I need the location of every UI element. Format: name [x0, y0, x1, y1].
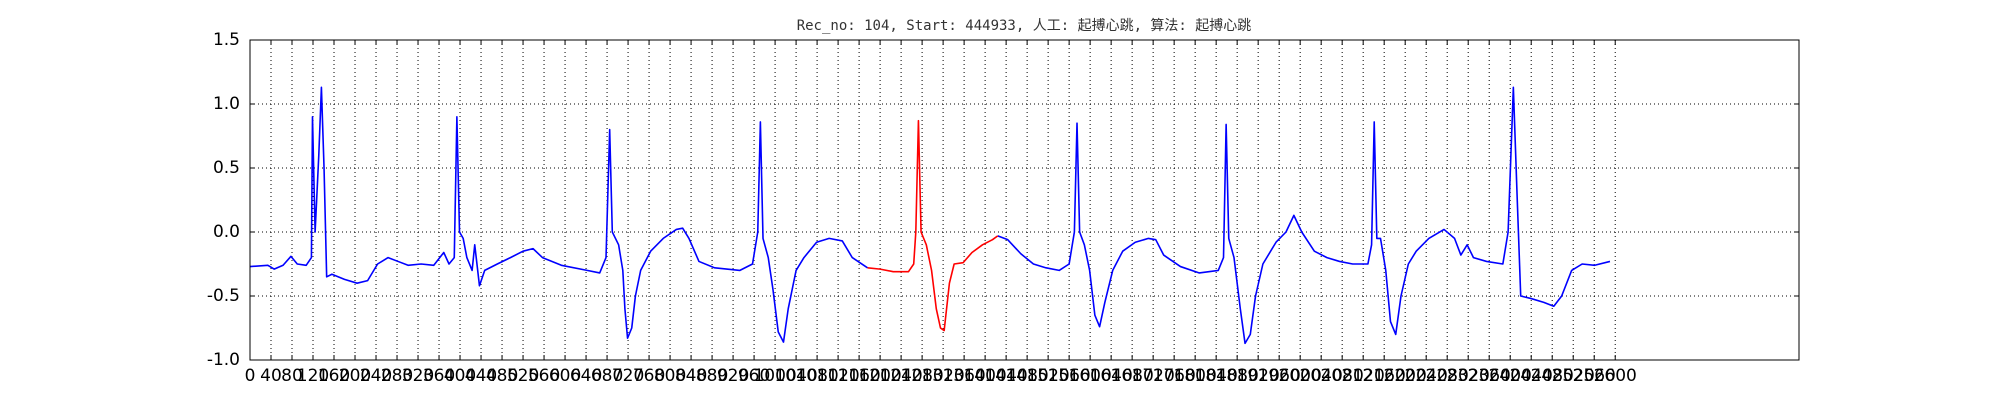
x-tick-label: 1960 — [1258, 366, 1301, 386]
x-tick-label: 1320 — [921, 366, 964, 386]
x-tick-label: 2240 — [1405, 366, 1448, 386]
x-tick-label: 1600 — [1069, 366, 1112, 386]
x-tick-label: 1480 — [1005, 366, 1048, 386]
x-tick-label: 680 — [591, 366, 623, 386]
x-tick-label: 160 — [318, 366, 350, 386]
x-tick-label: 600 — [549, 366, 581, 386]
x-tick-label: 0 — [245, 366, 256, 386]
x-tick-label: 1000 — [753, 366, 796, 386]
x-tick-label: 1800 — [1174, 366, 1217, 386]
x-tick-label: 240 — [360, 366, 392, 386]
x-tick-label: 2360 — [1468, 366, 1511, 386]
x-tick-label: 1880 — [1216, 366, 1259, 386]
x-tick-label: 2040 — [1300, 366, 1343, 386]
x-tick-label: 2120 — [1342, 366, 1385, 386]
y-tick-label: -0.5 — [207, 286, 240, 306]
x-tick-label: 200 — [339, 366, 371, 386]
y-tick-label: 1.0 — [213, 94, 240, 114]
x-tick-label: 2600 — [1594, 366, 1637, 386]
x-tick-label: 2000 — [1279, 366, 1322, 386]
x-tick-label: 360 — [423, 366, 455, 386]
x-tick-label: 80 — [281, 366, 303, 386]
x-tick-label: 1840 — [1195, 366, 1238, 386]
y-tick-label: 1.5 — [213, 30, 240, 50]
x-tick-label: 920 — [717, 366, 749, 386]
x-tick-label: 880 — [696, 366, 728, 386]
x-tick-label: 1680 — [1111, 366, 1154, 386]
x-tick-label: 2160 — [1363, 366, 1406, 386]
x-tick-label: 1080 — [795, 366, 838, 386]
x-tick-label: 1400 — [963, 366, 1006, 386]
x-tick-label: 960 — [738, 366, 770, 386]
x-tick-label: 1520 — [1026, 366, 1069, 386]
x-tick-label: 1240 — [879, 366, 922, 386]
x-tick-label: 2320 — [1447, 366, 1490, 386]
y-tick-label: -1.0 — [207, 350, 240, 370]
ecg-line — [867, 119, 999, 332]
plot-frame — [249, 39, 1800, 361]
chart-title: Rec_no: 104, Start: 444933, 人工: 起搏心跳, 算法… — [797, 17, 1252, 34]
x-tick-label: 2520 — [1552, 366, 1595, 386]
x-tick-label: 40 — [260, 366, 282, 386]
x-tick-label: 640 — [570, 366, 602, 386]
x-tick-label: 2080 — [1321, 366, 1364, 386]
x-tick-label: 2200 — [1384, 366, 1427, 386]
x-tick-label: 440 — [465, 366, 497, 386]
x-tick-label: 1160 — [837, 366, 880, 386]
x-tick-label: 520 — [507, 366, 539, 386]
x-tick-label: 2440 — [1510, 366, 1553, 386]
y-tick-label: 0.0 — [213, 222, 240, 242]
x-tick-label: 1280 — [900, 366, 943, 386]
x-tick-label: 760 — [633, 366, 665, 386]
x-tick-label: 1360 — [942, 366, 985, 386]
x-tick-label: 1920 — [1237, 366, 1280, 386]
x-tick-label: 320 — [402, 366, 434, 386]
x-tick-label: 1200 — [858, 366, 901, 386]
x-tick-label: 1640 — [1090, 366, 1133, 386]
x-tick-label: 2480 — [1531, 366, 1574, 386]
x-tick-label: 720 — [612, 366, 644, 386]
x-tick-label: 1760 — [1153, 366, 1196, 386]
x-tick-label: 1720 — [1132, 366, 1175, 386]
x-tick-label: 1560 — [1047, 366, 1090, 386]
x-tick-label: 1440 — [984, 366, 1027, 386]
x-tick-label: 1120 — [816, 366, 859, 386]
x-tick-label: 1040 — [774, 366, 817, 386]
x-tick-label: 560 — [528, 366, 560, 386]
x-tick-label: 2560 — [1573, 366, 1616, 386]
x-tick-label: 400 — [444, 366, 476, 386]
x-tick-label: 800 — [654, 366, 686, 386]
y-tick-label: 0.5 — [213, 158, 240, 178]
x-tick-label: 2400 — [1489, 366, 1532, 386]
ecg-line — [249, 86, 1611, 345]
x-tick-label: 480 — [486, 366, 518, 386]
x-tick-label: 120 — [297, 366, 329, 386]
x-tick-label: 840 — [675, 366, 707, 386]
x-tick-label: 280 — [381, 366, 413, 386]
x-tick-label: 2280 — [1426, 366, 1469, 386]
